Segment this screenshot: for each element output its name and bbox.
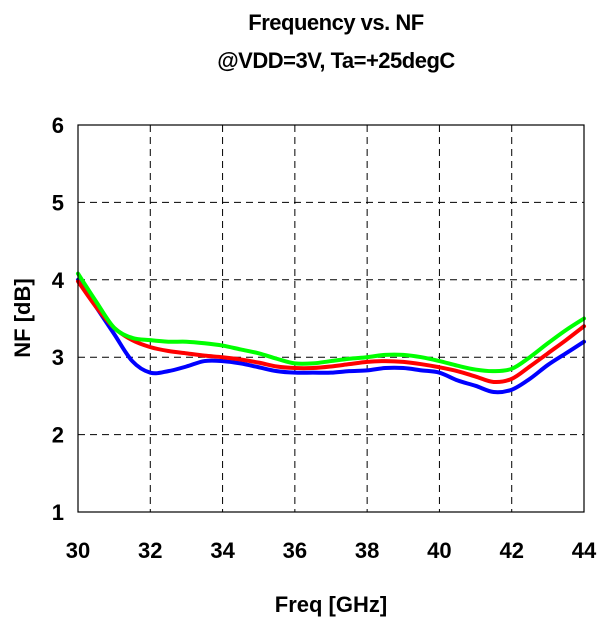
series-line-2	[76, 279, 586, 385]
x-tick-label: 32	[138, 538, 162, 563]
x-tick-label: 40	[427, 538, 451, 563]
x-tick-label: 36	[283, 538, 307, 563]
x-axis-label: Freq [GHz]	[275, 592, 387, 617]
x-tick-label: 34	[210, 538, 235, 563]
y-axis-label: NF [dB]	[10, 278, 35, 357]
chart-title: Frequency vs. NF	[248, 10, 423, 35]
x-tick-label: 38	[355, 538, 379, 563]
plot-frame	[77, 124, 585, 513]
y-tick-label: 4	[52, 268, 65, 293]
grid	[78, 125, 584, 512]
y-tick-label: 2	[52, 423, 64, 448]
x-tick-label: 42	[499, 538, 523, 563]
series-line-1	[76, 277, 586, 395]
x-tick-label: 44	[572, 538, 597, 563]
x-tick-label: 30	[66, 538, 90, 563]
series-line-3	[76, 271, 586, 374]
y-tick-label: 6	[52, 113, 64, 138]
plot-area	[76, 271, 586, 395]
y-tick-label: 1	[52, 500, 64, 525]
chart-subtitle: @VDD=3V, Ta=+25degC	[217, 48, 455, 73]
y-tick-label: 3	[52, 345, 64, 370]
y-tick-label: 5	[52, 190, 64, 215]
